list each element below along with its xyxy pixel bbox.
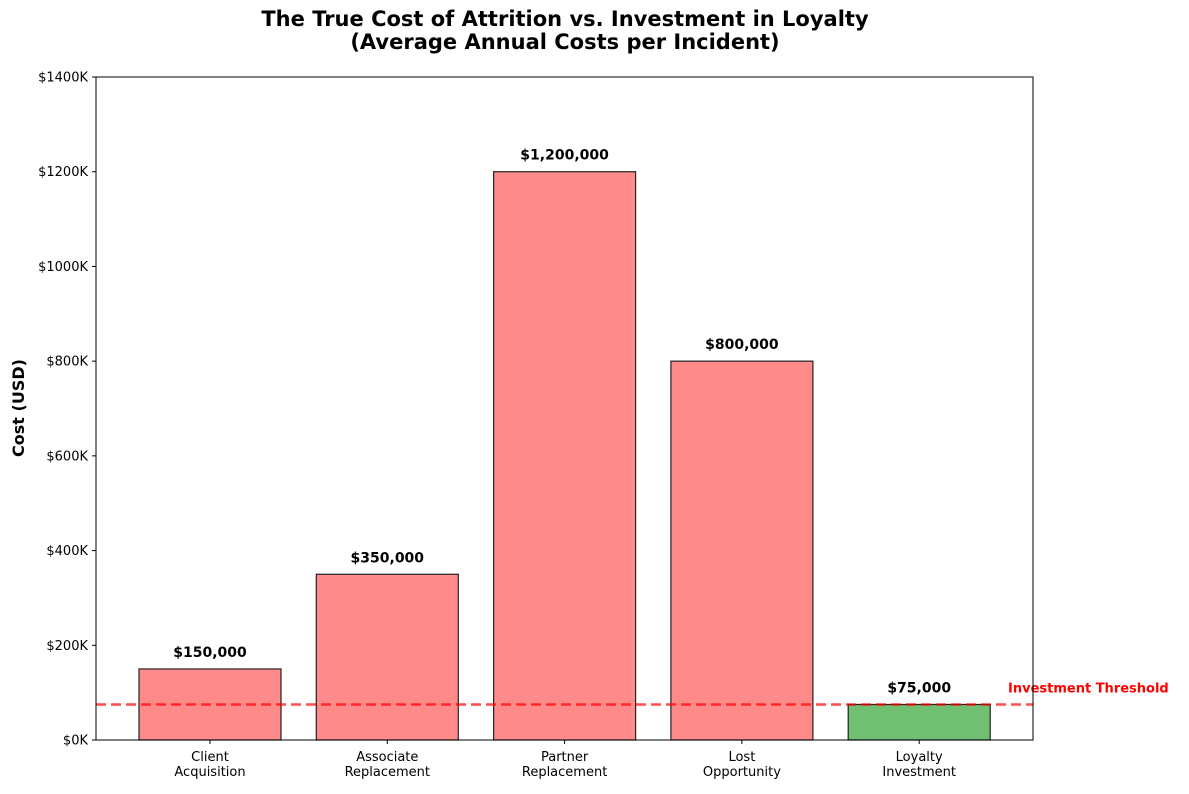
data-label: $350,000 — [351, 550, 425, 566]
y-axis-label: Cost (USD) — [9, 359, 28, 457]
x-tick-label: Replacement — [522, 765, 607, 780]
y-tick-label: $800K — [46, 355, 88, 370]
data-label: $75,000 — [887, 680, 951, 696]
x-tick-label: Partner — [541, 750, 589, 765]
bar — [670, 360, 814, 741]
bar — [315, 573, 459, 741]
y-tick-label: $1200K — [38, 165, 88, 180]
y-tick-label: $1400K — [38, 71, 88, 86]
x-tick-label: Associate — [356, 750, 418, 765]
y-tick-label: $200K — [46, 639, 88, 654]
data-label: $800,000 — [705, 337, 779, 353]
bar — [493, 171, 637, 741]
x-tick-label: Lost — [728, 750, 755, 765]
y-tick-label: $600K — [46, 449, 88, 464]
x-tick-label: Replacement — [345, 765, 430, 780]
bar — [847, 703, 991, 741]
y-tick-label: $0K — [63, 734, 89, 749]
chart-title-line1: The True Cost of Attrition vs. Investmen… — [261, 7, 869, 31]
x-tick-label: Acquisition — [174, 765, 245, 780]
x-tick-label: Client — [191, 750, 229, 765]
data-label: $150,000 — [173, 645, 247, 661]
x-tick-label: Opportunity — [703, 765, 781, 780]
x-tick-label: Loyalty — [896, 750, 943, 765]
chart-title-line2: (Average Annual Costs per Incident) — [350, 30, 779, 54]
data-label: $1,200,000 — [520, 148, 609, 164]
y-tick-label: $1000K — [38, 260, 88, 275]
x-tick-label: Investment — [882, 765, 956, 780]
plot-frame — [95, 76, 1034, 741]
threshold-label: Investment Threshold — [1008, 681, 1169, 696]
y-tick-label: $400K — [46, 544, 88, 559]
